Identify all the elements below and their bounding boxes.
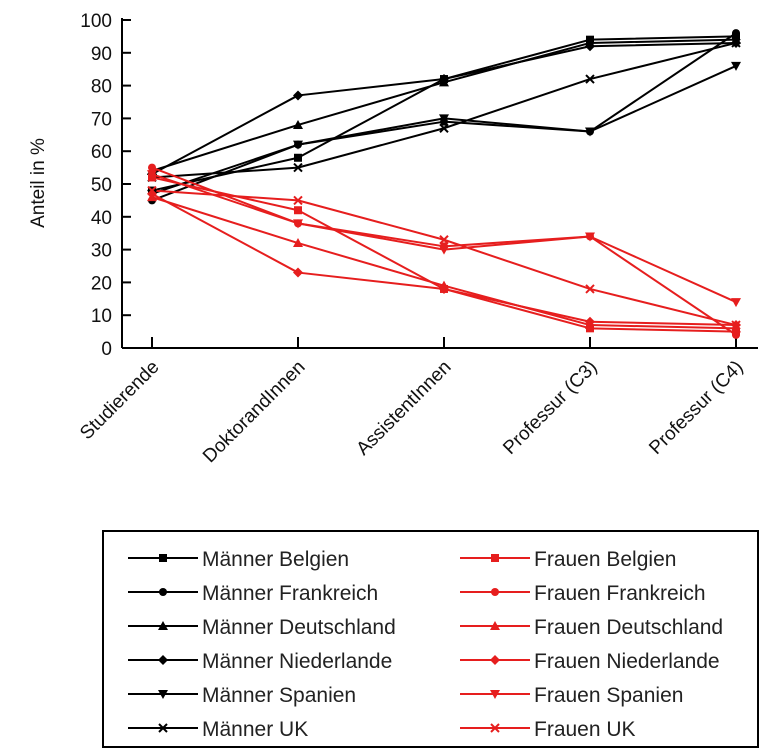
data-point [732,330,740,339]
legend-entry-label: Männer UK [202,718,308,741]
legend-swatch-marker [158,621,168,630]
y-tick-label: 30 [91,241,112,262]
data-point [293,267,303,278]
y-tick-label: 50 [91,175,112,196]
legend-entry-label: Männer Deutschland [202,616,396,639]
legend-swatch-marker [159,588,167,596]
legend-box [102,530,759,748]
data-point [731,61,741,71]
legend-swatch-marker [158,655,168,665]
legend-entry-label: Frauen UK [534,718,636,741]
legend-entry-label: Männer Spanien [202,684,356,707]
data-point [293,162,303,173]
data-point [293,238,303,248]
data-point [585,232,595,242]
y-tick-label: 90 [91,44,112,65]
series-line [151,41,737,176]
plot-area: 0 10 20 30 40 50 60 70 80 90 100 Studierende Doktor… [76,11,758,467]
legend-entry-label: Männer Niederlande [202,650,392,673]
data-point [147,185,157,196]
y-ticks: 0 10 20 30 40 50 60 70 80 90 100 [80,11,131,360]
data-point [731,38,741,48]
data-point [148,163,156,172]
data-point [585,41,595,52]
y-tick-label: 70 [91,109,112,130]
data-point [585,316,595,327]
data-point [439,245,449,255]
legend-swatch-marker [158,690,168,699]
y-tick-label: 40 [91,208,112,229]
data-point [732,29,740,38]
data-point [585,127,595,137]
y-tick-label: 20 [91,273,112,294]
series-line [151,41,737,179]
data-point [293,90,303,101]
x-tick-label: Studierende [76,357,163,444]
y-tick-label: 10 [91,306,112,327]
legend-swatch-marker [490,655,500,665]
y-tick-label: 60 [91,142,112,163]
legend-entry-label: Männer Frankreich [202,582,378,605]
data-point [294,206,302,215]
data-point [293,219,303,229]
x-tick-label: DoktorandInnen [199,357,309,467]
legend-swatch-marker [491,588,499,596]
data-point [439,235,449,245]
data-point [293,140,303,150]
y-axis-title: Anteil in % [28,138,49,228]
data-point [294,153,302,162]
legend-swatch-marker [490,723,500,733]
legend-swatch-marker [490,621,500,630]
x-tick-label: AssistentInnen [353,357,456,460]
data-point [439,123,449,133]
data-point [731,298,741,308]
data-point [293,119,303,129]
data-point [439,283,449,294]
y-tick-label: 0 [101,339,112,360]
legend-entry-label: Frauen Frankreich [534,582,706,605]
series-line [151,192,737,327]
y-tick-label: 100 [80,11,112,32]
legend-entry-label: Frauen Spanien [534,684,683,707]
data-point [585,74,595,84]
legend-entry-label: Frauen Deutschland [534,616,723,639]
data-point [585,284,595,294]
x-ticks: Studierende DoktorandInnen AssistentInnen P… [76,337,748,467]
data-point [147,170,157,180]
data-point [147,188,157,199]
legend: Männer Belgien Männer Frankreich Männer De… [102,530,759,748]
legend-entry-label: Frauen Belgien [534,548,676,571]
data-point [731,320,741,330]
x-tick-label: Professur (C3) [499,357,601,459]
legend-swatch-marker [491,554,499,562]
legend-swatch-marker [159,554,167,562]
data-point [439,74,449,85]
legend-entry-label: Männer Belgien [202,548,349,571]
data-point [293,195,303,206]
series-markers [147,29,741,339]
legend-swatch-marker [490,690,500,699]
y-tick-label: 80 [91,77,112,98]
x-tick-label: Professur (C4) [645,357,747,459]
data-point [439,114,449,124]
series-line [151,189,737,327]
legend-entry-label: Frauen Niederlande [534,650,720,673]
legend-swatch-marker [158,723,168,733]
